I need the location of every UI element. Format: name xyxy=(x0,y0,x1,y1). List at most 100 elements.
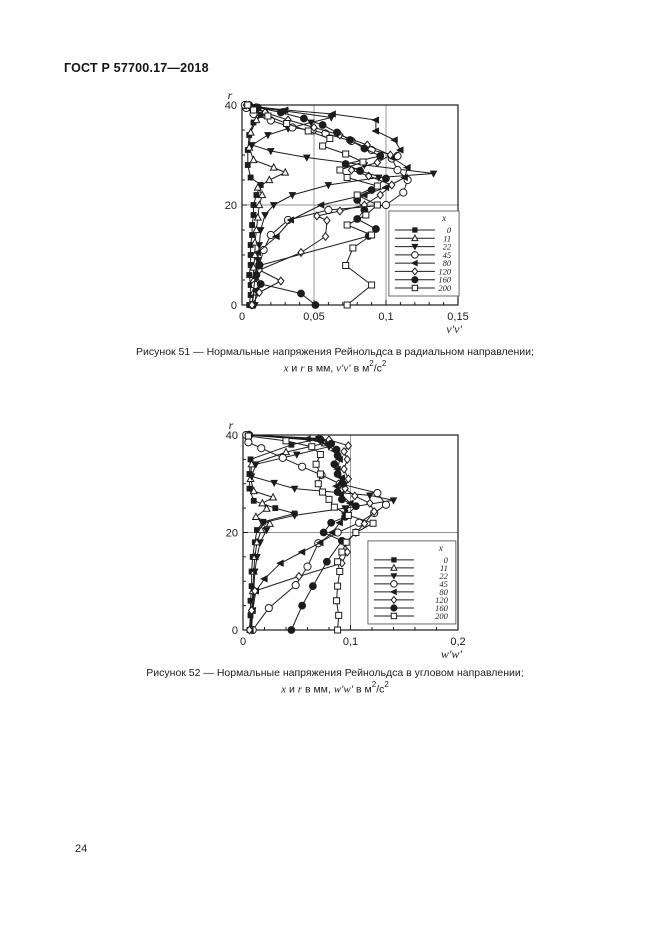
marker-circle-open xyxy=(257,444,266,453)
series-120 xyxy=(245,430,378,635)
marker-circle-filled xyxy=(316,435,325,444)
marker-circle-filled xyxy=(360,144,369,153)
marker-triangle-down-filled xyxy=(258,519,267,527)
marker-diamond-open xyxy=(364,171,373,181)
marker-diamond-open xyxy=(390,595,398,605)
marker-circle-open xyxy=(373,488,382,498)
marker-triangle-down-filled xyxy=(255,242,264,250)
marker-square-open xyxy=(334,558,342,566)
marker-square-open xyxy=(369,519,377,527)
marker-circle-filled xyxy=(327,518,336,527)
svg-text:0,15: 0,15 xyxy=(447,311,468,323)
marker-triangle-left-filled xyxy=(403,163,411,172)
svg-text:0,2: 0,2 xyxy=(450,636,465,648)
marker-triangle-up-open xyxy=(258,498,267,507)
marker-diamond-open xyxy=(277,276,285,286)
marker-triangle-left-filled xyxy=(390,136,398,144)
marker-triangle-left-filled xyxy=(276,559,284,567)
caption-text: в мм, xyxy=(302,683,334,695)
marker-square-filled xyxy=(412,227,418,233)
marker-triangle-up-open xyxy=(249,486,258,495)
marker-circle-filled xyxy=(322,557,331,566)
figure-51-caption-line2: x и r в мм, v'v' в м2/с2 xyxy=(60,359,610,375)
marker-triangle-down-filled xyxy=(411,243,419,251)
marker-circle-open xyxy=(291,581,300,590)
marker-circle-open xyxy=(393,165,402,175)
marker-square-open xyxy=(343,221,351,229)
marker-square-open xyxy=(368,231,376,239)
marker-triangle-up-open xyxy=(269,162,278,171)
marker-circle-filled xyxy=(382,174,390,183)
legend-label-0: 0 xyxy=(444,555,449,565)
figure-52-caption: Рисунок 52 — Нормальные напряжения Рейно… xyxy=(60,667,610,696)
marker-square-open xyxy=(359,158,367,166)
marker-diamond-open xyxy=(336,206,344,216)
marker-triangle-up-open xyxy=(411,233,419,242)
legend-label-11: 11 xyxy=(443,233,451,243)
marker-diamond-open xyxy=(310,122,318,133)
marker-triangle-down-filled xyxy=(366,492,374,500)
superscript: 2 xyxy=(371,679,377,689)
marker-triangle-up-open xyxy=(262,503,271,512)
legend-label-11: 11 xyxy=(440,563,448,573)
marker-square-open xyxy=(342,150,350,158)
legend-box xyxy=(388,210,460,297)
marker-square-open xyxy=(343,301,351,309)
marker-square-open xyxy=(319,142,327,150)
marker-square-filled xyxy=(253,192,260,198)
marker-triangle-up-open xyxy=(281,447,291,456)
marker-diamond-open xyxy=(351,491,359,501)
marker-square-open xyxy=(336,166,344,174)
document-header-title: ГОСТ Р 57700.17—2018 xyxy=(64,61,209,75)
marker-triangle-down-filled xyxy=(256,227,265,235)
svg-text:20: 20 xyxy=(226,528,238,540)
marker-square-filled xyxy=(244,162,251,168)
page-number: 24 xyxy=(75,843,88,855)
marker-circle-filled xyxy=(297,289,305,298)
superscript: 2 xyxy=(384,679,389,689)
x-axis-label: v'v' xyxy=(446,322,462,336)
marker-triangle-up-open xyxy=(390,563,398,571)
marker-circle-open xyxy=(393,151,402,161)
marker-triangle-left-filled xyxy=(371,116,380,124)
marker-diamond-open xyxy=(347,165,356,175)
marker-square-filled xyxy=(249,222,255,228)
marker-triangle-left-filled xyxy=(280,106,289,114)
axis-tick-labels: 0 0,1 0,2 0 20 40 xyxy=(226,430,466,648)
figure-51-plot: 0 0,05 0,1 0,1502040rv'v'x01122458012016020… xyxy=(225,88,469,336)
marker-square-filled xyxy=(250,202,257,208)
marker-square-filled xyxy=(249,232,255,238)
marker-triangle-left-filled xyxy=(332,482,340,490)
term-ww: w'w' xyxy=(333,683,354,695)
marker-diamond-open xyxy=(366,498,374,508)
marker-circle-filled xyxy=(255,261,264,270)
marker-triangle-down-filled xyxy=(267,148,275,156)
marker-circle-open xyxy=(278,453,287,463)
marker-triangle-up-open xyxy=(265,175,274,184)
marker-triangle-up-open xyxy=(258,190,267,199)
marker-square-open xyxy=(330,503,338,511)
superscript: 2 xyxy=(369,358,374,368)
marker-circle-open xyxy=(411,251,419,259)
marker-circle-filled xyxy=(319,528,328,537)
figure-51-caption: Рисунок 51 — Нормальные напряжения Рейно… xyxy=(60,346,610,375)
marker-triangle-left-filled xyxy=(328,110,336,118)
marker-triangle-left-filled xyxy=(371,127,380,135)
marker-circle-filled xyxy=(376,152,385,160)
marker-triangle-left-filled xyxy=(286,216,295,224)
marker-triangle-up-open xyxy=(265,519,275,527)
marker-triangle-left-filled xyxy=(337,474,346,482)
marker-square-open xyxy=(283,120,291,127)
marker-triangle-left-filled xyxy=(272,232,280,241)
marker-square-open xyxy=(373,182,381,190)
marker-triangle-left-filled xyxy=(395,146,404,154)
marker-square-filled xyxy=(272,505,279,512)
marker-triangle-up-open xyxy=(255,200,264,209)
marker-circle-open xyxy=(264,603,273,613)
marker-diamond-open xyxy=(344,474,353,484)
marker-square-open xyxy=(343,174,351,181)
marker-diamond-open xyxy=(343,454,352,464)
series-160 xyxy=(245,431,360,634)
marker-circle-filled xyxy=(298,601,307,610)
